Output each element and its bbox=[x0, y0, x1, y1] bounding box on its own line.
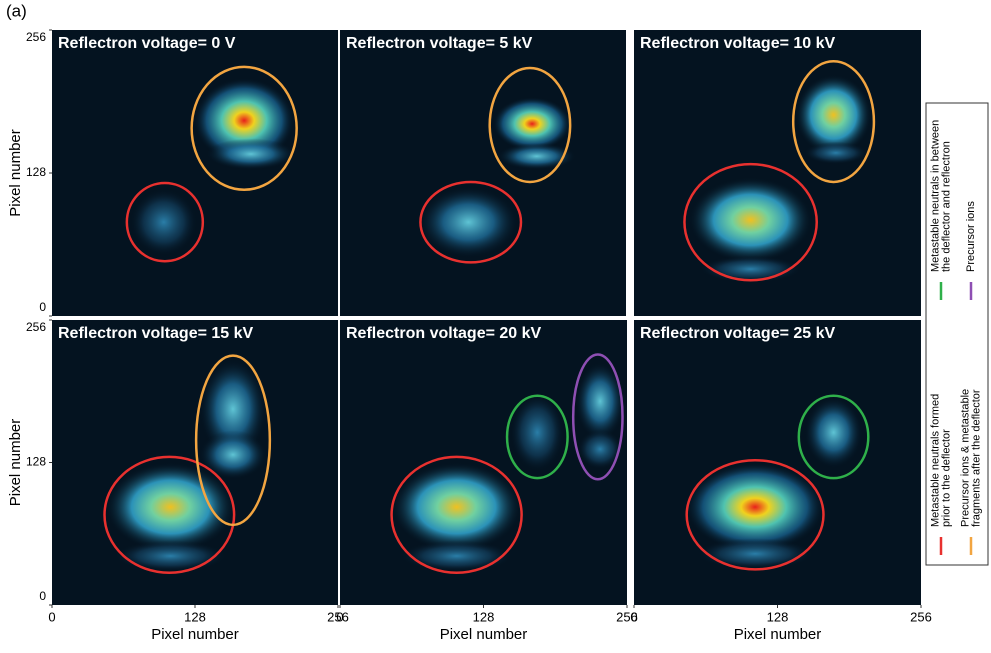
intensity-blob bbox=[497, 142, 576, 170]
legend-label: fragments after the deflector bbox=[970, 389, 982, 527]
image-background bbox=[340, 30, 626, 316]
annotation-ellipse bbox=[571, 353, 624, 481]
annotation-ellipse bbox=[419, 180, 523, 264]
x-axis-label: Pixel number bbox=[734, 626, 822, 643]
intensity-blob bbox=[493, 97, 572, 151]
legend-label: the deflector and reflectron bbox=[940, 141, 952, 272]
annotation-ellipse bbox=[125, 181, 205, 263]
intensity-blob bbox=[577, 429, 623, 470]
annotation-ellipse bbox=[797, 394, 870, 480]
annotation-ellipse bbox=[103, 455, 236, 574]
x-tick-label: 0 bbox=[48, 609, 55, 624]
annotation-ellipse bbox=[685, 459, 825, 571]
panel-title: Reflectron voltage= 10 kV bbox=[640, 35, 836, 52]
annotation-ellipse bbox=[390, 455, 523, 574]
legend-label: Precursor ions & metastable bbox=[959, 389, 971, 527]
panel: Reflectron voltage= 10 kV bbox=[634, 30, 921, 316]
y-tick-label: 0 bbox=[39, 300, 46, 314]
intensity-blob bbox=[700, 255, 802, 283]
intensity-blob bbox=[510, 393, 565, 472]
intensity-blob bbox=[795, 74, 872, 156]
panel-title: Reflectron voltage= 0 V bbox=[58, 35, 236, 52]
intensity-blob bbox=[575, 362, 625, 441]
intensity-blob bbox=[696, 538, 814, 570]
panel: Reflectron voltage= 25 kV 0 128 256 Pixel nu… bbox=[630, 320, 932, 643]
intensity-blob bbox=[206, 138, 296, 170]
x-axis-label: Pixel number bbox=[151, 626, 239, 643]
intensity-blob bbox=[418, 186, 519, 258]
annotation-ellipse bbox=[791, 60, 876, 184]
x-axis-label: Pixel number bbox=[440, 626, 528, 643]
annotation-ellipse bbox=[194, 354, 272, 527]
annotation-ellipse bbox=[683, 162, 818, 282]
panel: Reflectron voltage= 15 kV 0 128 256 Pixel nu… bbox=[7, 319, 349, 643]
intensity-blob bbox=[391, 462, 522, 552]
image-background bbox=[52, 30, 338, 316]
intensity-blob bbox=[400, 540, 513, 572]
x-tick-label: 0 bbox=[336, 609, 343, 624]
panel-title: Reflectron voltage= 20 kV bbox=[346, 325, 542, 342]
y-axis-label: Pixel number bbox=[7, 419, 24, 507]
x-tick-label: 128 bbox=[767, 609, 789, 624]
panel-title: Reflectron voltage= 5 kV bbox=[346, 35, 533, 52]
y-tick-label: 128 bbox=[26, 165, 46, 179]
x-tick-label: 0 bbox=[630, 609, 637, 624]
legend-label: Metastable neutrals formed bbox=[929, 394, 941, 527]
x-tick-label: 128 bbox=[184, 609, 206, 624]
y-tick-label: 256 bbox=[26, 320, 46, 334]
x-tick-label: 256 bbox=[910, 609, 932, 624]
y-tick-label: 0 bbox=[39, 589, 46, 603]
panel-title: Reflectron voltage= 15 kV bbox=[58, 325, 254, 342]
y-axis-label: Pixel number bbox=[7, 129, 24, 217]
figure-label: (a) bbox=[6, 1, 27, 20]
panel: Reflectron voltage= 20 kV 0 128 256 Pixel nu… bbox=[336, 320, 638, 643]
panel: Reflectron voltage= 5 kV bbox=[340, 30, 626, 316]
legend-label: Precursor ions bbox=[965, 201, 977, 272]
panel: Reflectron voltage= 0 V 0 128 256 Pixel numb… bbox=[7, 29, 338, 317]
x-tick-label: 256 bbox=[327, 609, 349, 624]
x-tick-label: 256 bbox=[616, 609, 638, 624]
annotation-ellipse bbox=[505, 394, 569, 480]
intensity-blob bbox=[804, 141, 868, 165]
y-tick-label: 128 bbox=[26, 455, 46, 469]
intensity-blob bbox=[688, 177, 813, 263]
annotation-ellipse bbox=[190, 65, 298, 192]
y-tick-label: 256 bbox=[26, 30, 46, 44]
annotation-ellipse bbox=[488, 66, 572, 184]
legend-label: prior to the deflector bbox=[940, 429, 952, 527]
intensity-blob bbox=[130, 188, 198, 256]
intensity-blob bbox=[114, 540, 227, 572]
x-tick-label: 128 bbox=[473, 609, 495, 624]
panel-title: Reflectron voltage= 25 kV bbox=[640, 325, 836, 342]
legend-box bbox=[925, 102, 989, 566]
legend-label: Metastable neutrals in between bbox=[929, 120, 941, 272]
intensity-blob bbox=[199, 430, 267, 480]
intensity-blob bbox=[685, 462, 825, 552]
intensity-blob bbox=[804, 396, 863, 469]
